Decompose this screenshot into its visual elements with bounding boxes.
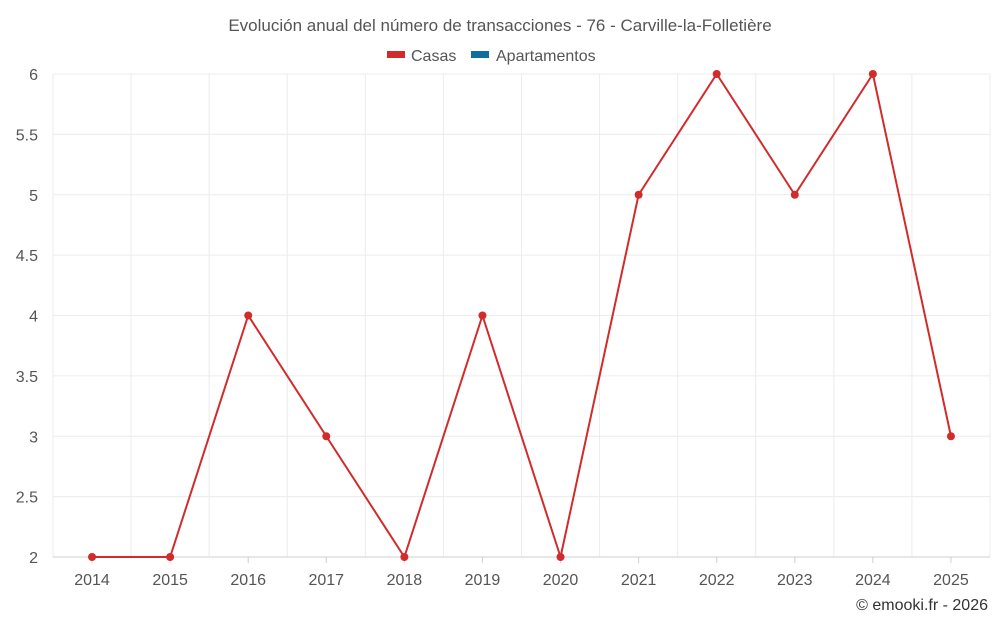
x-tick-label: 2015 bbox=[152, 572, 188, 589]
data-point[interactable] bbox=[166, 553, 175, 561]
y-tick-label: 5.5 bbox=[16, 127, 38, 144]
x-tick-label: 2023 bbox=[777, 572, 813, 589]
data-point[interactable] bbox=[712, 70, 721, 78]
y-tick-label: 2 bbox=[29, 550, 38, 567]
x-tick-label: 2016 bbox=[230, 572, 266, 589]
data-point[interactable] bbox=[478, 311, 487, 320]
x-tick-label: 2024 bbox=[855, 572, 891, 589]
y-tick-label: 6 bbox=[29, 67, 38, 84]
x-tick-label: 2019 bbox=[465, 572, 501, 589]
data-point[interactable] bbox=[400, 553, 409, 561]
x-axis-ticks: 2014 2015 2016 2017 2018 2019 2020 2021 2022 2023… bbox=[74, 557, 969, 589]
y-tick-label: 3 bbox=[29, 429, 38, 446]
legend-label-apartamentos[interactable]: Apartamentos bbox=[496, 48, 596, 65]
grid bbox=[52, 73, 991, 558]
y-tick-label: 4 bbox=[29, 309, 38, 326]
y-axis-ticks: 2 2.5 3 3.5 4 4.5 5 5.5 6 bbox=[16, 67, 38, 567]
x-tick-label: 2022 bbox=[699, 572, 735, 589]
y-tick-label: 2.5 bbox=[16, 490, 38, 507]
y-tick-label: 4.5 bbox=[16, 248, 38, 265]
data-point[interactable] bbox=[322, 432, 331, 441]
x-tick-label: 2025 bbox=[933, 572, 969, 589]
legend-label-casas[interactable]: Casas bbox=[411, 48, 456, 65]
series-casas bbox=[88, 70, 955, 561]
chart-title: Evolución anual del número de transaccio… bbox=[228, 16, 771, 35]
data-point[interactable] bbox=[634, 190, 643, 199]
legend-swatch-casas[interactable] bbox=[387, 51, 405, 58]
x-tick-label: 2020 bbox=[543, 572, 579, 589]
legend[interactable]: Casas Apartamentos bbox=[387, 48, 596, 65]
x-tick-label: 2018 bbox=[387, 572, 423, 589]
data-point[interactable] bbox=[946, 432, 955, 441]
data-point[interactable] bbox=[244, 311, 253, 320]
data-point[interactable] bbox=[88, 553, 97, 561]
x-tick-label: 2017 bbox=[308, 572, 344, 589]
y-tick-label: 3.5 bbox=[16, 369, 38, 386]
x-tick-label: 2014 bbox=[74, 572, 110, 589]
credit-text: © emooki.fr - 2026 bbox=[856, 597, 988, 614]
y-tick-label: 5 bbox=[29, 188, 38, 205]
data-point[interactable] bbox=[868, 70, 877, 78]
x-tick-label: 2021 bbox=[621, 572, 657, 589]
series-line-casas bbox=[92, 73, 952, 558]
legend-swatch-apartamentos[interactable] bbox=[471, 51, 489, 58]
data-point[interactable] bbox=[790, 190, 799, 199]
data-point[interactable] bbox=[556, 553, 565, 561]
